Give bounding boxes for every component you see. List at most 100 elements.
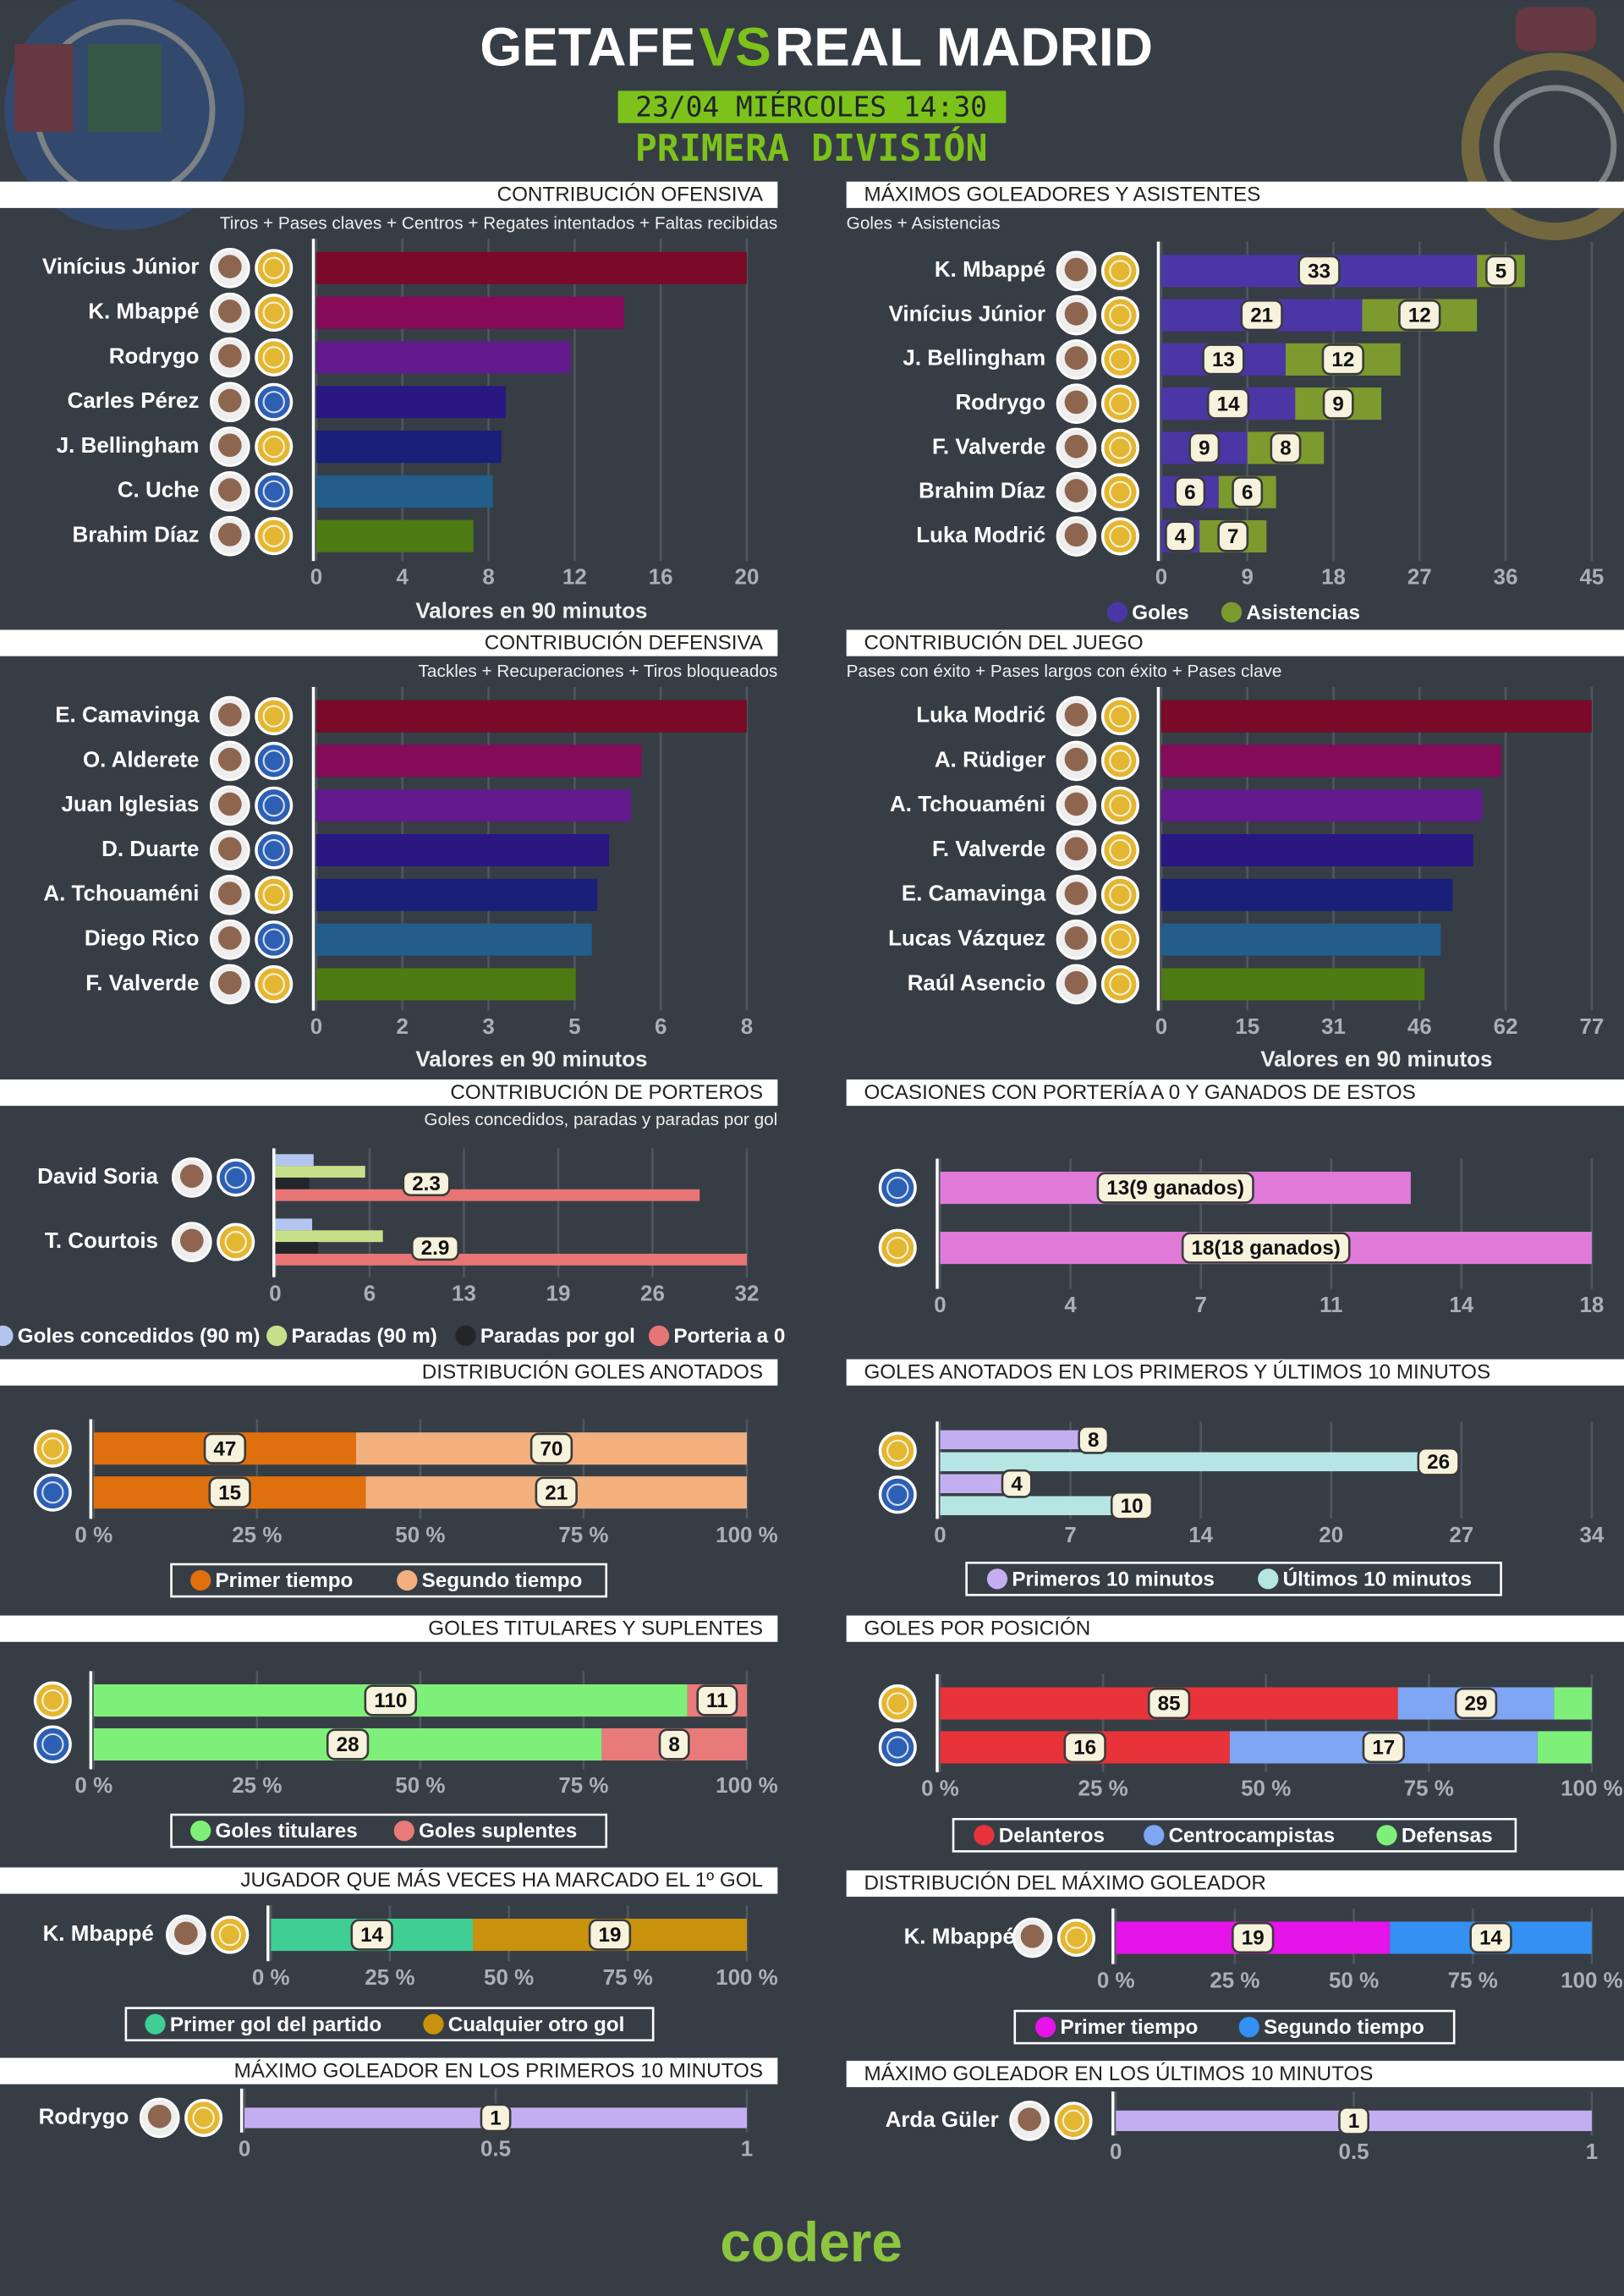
value-label-box — [1232, 1921, 1275, 1954]
value-label-box — [1417, 1447, 1460, 1476]
value-label-box — [1321, 343, 1364, 376]
player-photo-head — [217, 837, 242, 861]
team-badge — [1100, 786, 1139, 825]
chart-title: MÁXIMOS GOLEADORES Y ASISTENTES — [864, 184, 1260, 206]
legend-box — [1013, 2009, 1456, 2045]
player-photo-head — [1064, 837, 1089, 861]
value-label-box — [364, 1684, 418, 1717]
legend-box — [965, 1562, 1502, 1596]
competition: PRIMERA DIVISIÓN — [635, 127, 988, 170]
bar — [315, 744, 642, 777]
x-axis-title: Valores en 90 minutos — [1260, 1046, 1492, 1071]
chart-subtitle: Goles + Asistencias — [847, 213, 1001, 233]
section-header — [846, 2060, 1624, 2088]
legend-marker — [145, 2013, 166, 2035]
x-tick-label: 9 — [1241, 564, 1253, 590]
team-badge-ring — [1109, 481, 1132, 503]
x-tick-label: 0 — [934, 1522, 946, 1547]
home-team: GETAFE — [480, 17, 695, 78]
x-tick-label: 19 — [546, 1280, 571, 1305]
team-badge-ring — [262, 301, 285, 324]
x-tick-label: 50 % — [1241, 1776, 1291, 1801]
x-tick-label: 75 % — [558, 1522, 608, 1547]
section-header — [846, 1615, 1624, 1642]
x-tick-label: 100 % — [1561, 1967, 1623, 1992]
x-tick-label: 25 % — [1078, 1776, 1128, 1801]
value-label: 85 — [1158, 1693, 1181, 1716]
team-badge — [878, 1475, 917, 1514]
legend-marker — [1258, 1568, 1279, 1590]
x-tick-label: 0 — [310, 564, 322, 590]
team-badge-ring — [218, 1923, 241, 1947]
x-tick-label: 6 — [364, 1280, 376, 1305]
value-label-box — [1454, 1687, 1498, 1720]
value-label-box — [588, 1919, 632, 1951]
bar — [315, 878, 598, 911]
value-label-box — [1298, 255, 1341, 287]
team-badge-ring — [41, 1437, 64, 1460]
legend-label: Primeros 10 minutos — [1012, 1568, 1215, 1590]
team-badge — [255, 786, 294, 825]
team-badge — [1100, 251, 1139, 290]
player-photo-head — [1064, 479, 1089, 503]
player-name: A. Tchouaméni — [43, 881, 199, 906]
player-name: Vinícius Júnior — [889, 300, 1046, 326]
team-badge-ring — [1109, 304, 1132, 327]
legend-marker — [1376, 1825, 1397, 1846]
versus: VS — [699, 17, 771, 78]
bar — [275, 1230, 383, 1243]
bar — [1160, 744, 1501, 777]
legend-marker — [1238, 2017, 1259, 2038]
x-tick-label: 26 — [640, 1280, 665, 1305]
section-header — [0, 629, 778, 656]
chart-title: CONTRIBUCIÓN DEFENSIVA — [485, 631, 764, 654]
value-label: 29 — [1465, 1693, 1488, 1716]
team-badge — [1100, 517, 1139, 556]
team-badge-ring — [262, 256, 285, 279]
value-label: 17 — [1372, 1737, 1395, 1760]
x-tick-label: 6 — [655, 1013, 667, 1039]
value-label: 4 — [1011, 1473, 1023, 1496]
legend-label: Paradas por gol — [480, 1325, 635, 1348]
bar — [1160, 878, 1453, 911]
brand-logo: codere — [720, 2211, 903, 2273]
x-tick-label: 45 — [1579, 564, 1604, 590]
player-name: Luka Modrić — [916, 522, 1045, 547]
value-label-box — [1202, 343, 1245, 376]
team-badge — [255, 517, 294, 556]
team-badge — [1100, 296, 1139, 335]
value-label: 28 — [337, 1733, 359, 1756]
player-photo-head — [1064, 926, 1089, 950]
legend-label: Segundo tiempo — [1264, 2016, 1424, 2039]
team-badge-ring — [1109, 525, 1132, 548]
value-label: 5 — [1495, 260, 1506, 283]
team-badge — [255, 697, 294, 736]
team-badge — [1100, 697, 1139, 736]
bar — [315, 789, 632, 822]
chart-title: DISTRIBUCIÓN DEL MÁXIMO GOLEADOR — [864, 1872, 1265, 1895]
value-label-box — [480, 2103, 512, 2133]
team-badge-ring — [1109, 928, 1132, 951]
legend-label: Centrocampistas — [1169, 1824, 1336, 1847]
x-tick-label: 0 — [1110, 2139, 1122, 2164]
team-badge — [1100, 831, 1139, 870]
team-badge — [255, 294, 294, 332]
value-label: 9 — [1199, 437, 1210, 460]
x-tick-label: 0 — [310, 1013, 322, 1039]
legend-label: Primer tiempo — [1060, 2016, 1198, 2039]
team-badge — [1100, 876, 1139, 915]
value-label-box — [1181, 1232, 1351, 1264]
x-tick-label: 25 % — [232, 1522, 282, 1547]
section-header — [0, 181, 778, 208]
bar — [315, 833, 610, 867]
value-label: 18(18 ganados) — [1192, 1237, 1341, 1260]
value-label: 6 — [1242, 481, 1253, 504]
legend-marker — [455, 1325, 476, 1347]
x-tick-label: 0 — [269, 1280, 281, 1305]
team-badge-ring — [224, 1230, 247, 1254]
value-label: 1 — [490, 2107, 501, 2130]
x-tick-label: 14 — [1449, 1292, 1473, 1317]
x-tick-label: 50 % — [395, 1772, 445, 1798]
player-name: Brahim Díaz — [919, 478, 1045, 503]
team-badge — [255, 876, 294, 915]
